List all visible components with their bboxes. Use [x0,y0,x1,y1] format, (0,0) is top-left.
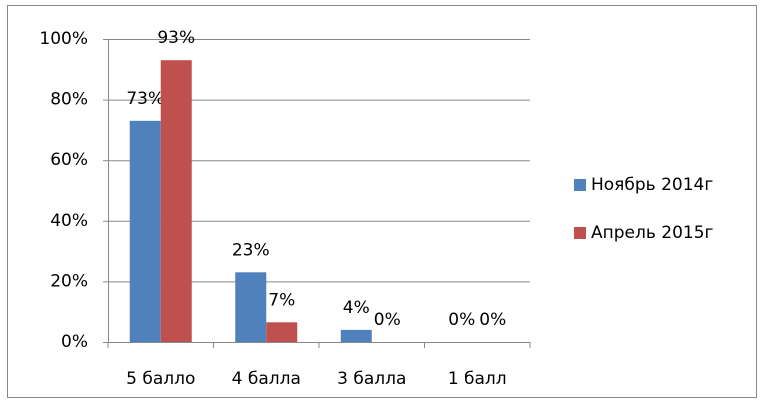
legend-label: Апрель 2015г [591,223,714,243]
value-label: 4% [343,298,370,318]
bar [235,272,267,342]
value-label: 93% [157,28,195,48]
legend-swatch [574,227,586,239]
bar [266,322,298,342]
value-label: 23% [232,240,270,260]
y-tick-label: 20% [50,271,88,291]
legend-swatch [574,179,586,191]
x-tick-label: 1 балл [448,369,507,389]
bar [129,120,161,342]
value-label: 0% [374,310,401,330]
chart-border [7,5,757,398]
bar [160,60,192,343]
value-label: 0% [479,310,506,330]
y-tick-label: 60% [50,150,88,170]
value-label: 7% [268,290,295,310]
y-tick-label: 0% [61,332,88,352]
value-label: 73% [126,89,164,109]
y-tick-label: 40% [50,211,88,231]
x-tick-label: 4 балла [232,369,301,389]
y-tick-label: 100% [39,29,88,49]
x-tick-label: 5 балло [126,369,195,389]
x-tick-label: 3 балла [337,369,406,389]
value-label: 0% [448,310,475,330]
bar [340,329,372,342]
y-tick-label: 80% [50,90,88,110]
legend-label: Ноябрь 2014г [591,175,713,195]
